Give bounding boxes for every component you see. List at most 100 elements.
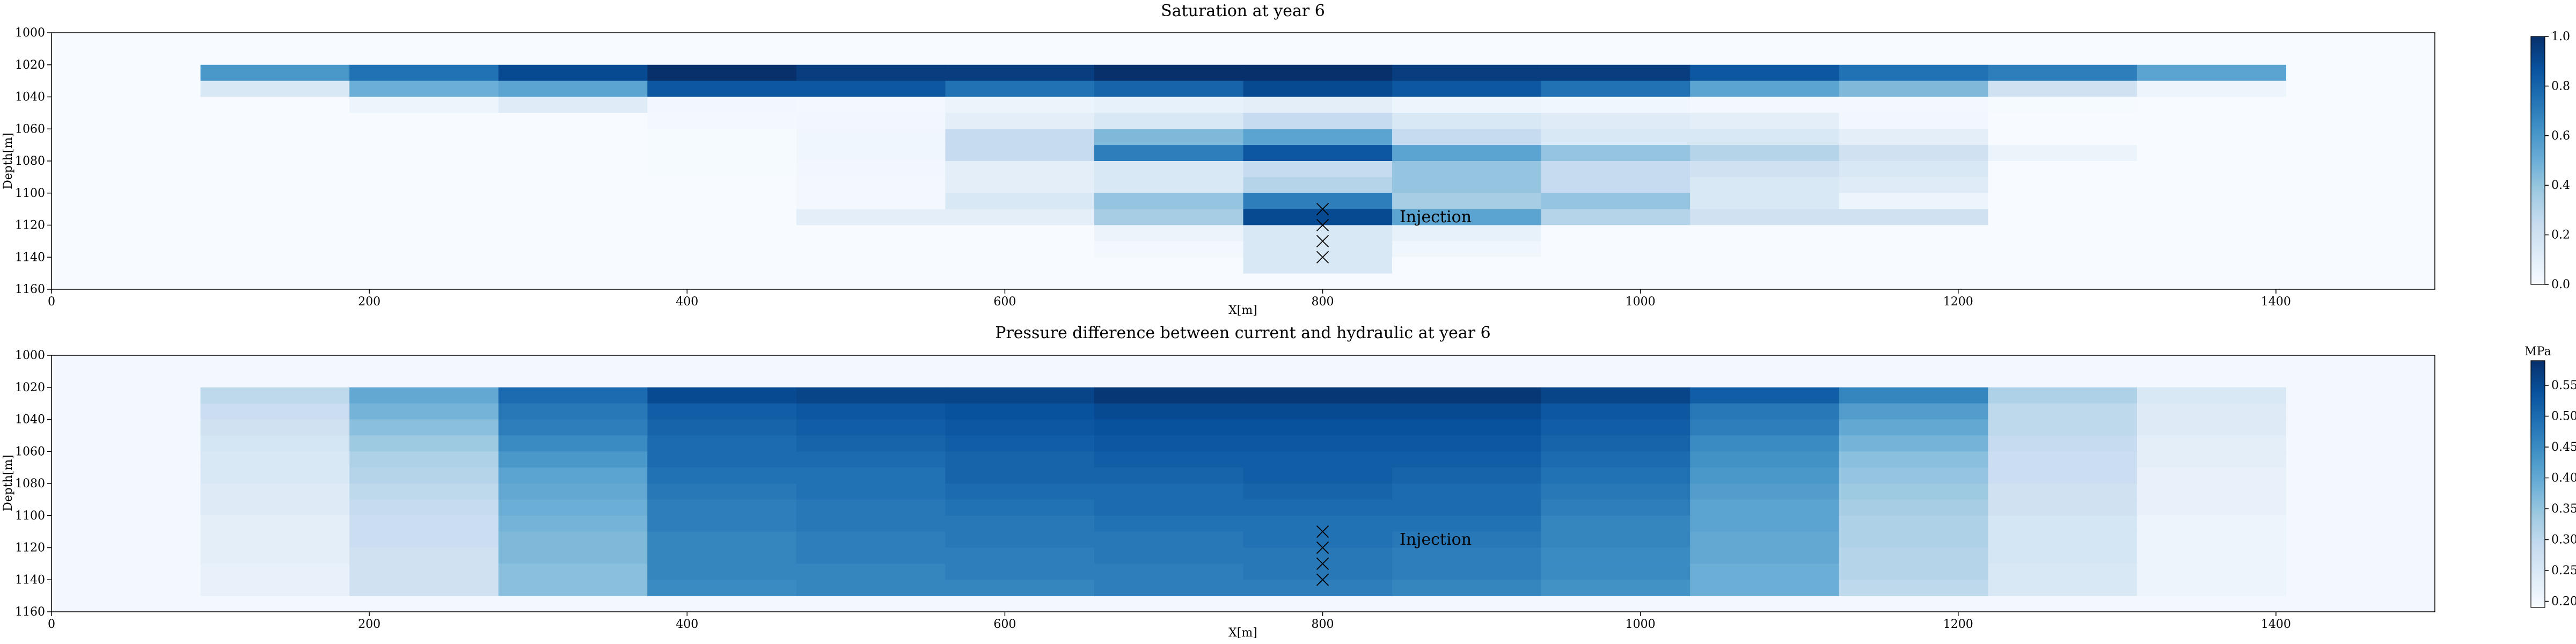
pressure-cell-r10-c11 [1839, 547, 1988, 564]
pressure-cell-r2-c11 [1839, 419, 1988, 436]
pressure-y-tick-label-0: 1000 [15, 349, 45, 362]
pressure-cell-r5-c12 [1988, 467, 2138, 484]
pressure-cell-r4-c3 [647, 451, 797, 468]
pressure-injection-marker-0 [1316, 525, 1329, 538]
saturation-plot: Injection [51, 32, 2435, 290]
pressure-cell-r2-c5 [945, 419, 1095, 436]
saturation-cell-r4-c6 [1094, 129, 1244, 145]
saturation-cell-r4-c4 [796, 129, 946, 145]
pressure-colorbar-tick-label-6: 0.50 [2551, 410, 2576, 423]
saturation-cell-r10-c9 [1541, 225, 1690, 241]
pressure-cell-r10-c0 [200, 547, 350, 564]
pressure-cell-r6-c5 [945, 484, 1095, 500]
pressure-cell-r2-c10 [1690, 419, 1840, 436]
saturation-cell-r2-c6 [1094, 97, 1244, 113]
saturation-cell-r9-c13 [2136, 209, 2287, 226]
saturation-cell-r3-c3 [647, 113, 797, 129]
pressure-cell-r6-c0 [200, 484, 350, 500]
saturation-cell-r12-c12 [1988, 257, 2138, 274]
pressure-cell-r4-c1 [349, 451, 499, 468]
pressure-colorbar-gradient [2530, 360, 2545, 608]
saturation-cell-r0-c8 [1392, 64, 1542, 82]
saturation-cell-r0-c9 [1541, 64, 1690, 82]
saturation-cell-r3-c6 [1094, 113, 1244, 129]
pressure-cell-r8-c13 [2136, 515, 2287, 532]
saturation-cell-r5-c1 [349, 145, 499, 162]
pressure-cell-r11-c4 [796, 564, 946, 580]
pressure-cell-r5-c2 [498, 467, 648, 484]
pressure-cell-r8-c1 [349, 515, 499, 532]
saturation-cell-r8-c6 [1094, 193, 1244, 210]
pressure-cell-r10-c3 [647, 547, 797, 564]
saturation-cell-r11-c11 [1839, 241, 1988, 258]
pressure-injection-markers [1316, 525, 1329, 586]
pressure-cell-r6-c8 [1392, 484, 1542, 500]
pressure-cell-r0-c6 [1094, 387, 1244, 404]
pressure-colorbar-unit: MPa [2524, 345, 2551, 358]
saturation-cell-r9-c10 [1690, 209, 1840, 226]
saturation-cell-r1-c13 [2136, 80, 2287, 98]
saturation-cell-r5-c7 [1243, 145, 1393, 162]
saturation-cell-r9-c7 [1243, 209, 1393, 226]
saturation-cell-r6-c2 [498, 161, 648, 178]
pressure-cell-r7-c5 [945, 499, 1095, 516]
saturation-colorbar-tick-label-5: 1.0 [2551, 30, 2570, 43]
saturation-cell-r3-c9 [1541, 113, 1690, 129]
pressure-cell-r8-c11 [1839, 515, 1988, 532]
saturation-cell-r2-c5 [945, 97, 1095, 113]
pressure-cell-r0-c1 [349, 387, 499, 404]
saturation-cell-r12-c10 [1690, 257, 1840, 274]
pressure-cell-r0-c10 [1690, 387, 1840, 404]
pressure-cell-r10-c8 [1392, 547, 1542, 564]
saturation-cell-r0-c10 [1690, 64, 1840, 82]
saturation-cell-r5-c6 [1094, 145, 1244, 162]
saturation-cell-r10-c0 [200, 225, 350, 241]
pressure-cell-r0-c7 [1243, 387, 1393, 404]
saturation-cell-r0-c7 [1243, 64, 1393, 82]
pressure-cell-r5-c3 [647, 467, 797, 484]
pressure-cell-r10-c4 [796, 547, 946, 564]
saturation-cell-r4-c7 [1243, 129, 1393, 145]
saturation-cell-r0-c13 [2136, 64, 2287, 82]
saturation-x-tick-label-5: 1000 [1626, 295, 1656, 309]
pressure-cell-r12-c7 [1243, 580, 1393, 596]
pressure-y-axis-label: Depth[m] [2, 455, 15, 511]
pressure-cell-r12-c11 [1839, 580, 1988, 596]
pressure-cell-r8-c9 [1541, 515, 1690, 532]
pressure-cell-r4-c5 [945, 451, 1095, 468]
saturation-cell-r5-c5 [945, 145, 1095, 162]
pressure-cell-r0-c4 [796, 387, 946, 404]
pressure-cell-r5-c13 [2136, 467, 2287, 484]
pressure-cell-r6-c4 [796, 484, 946, 500]
pressure-cell-r3-c10 [1690, 435, 1840, 452]
saturation-cell-r4-c0 [200, 129, 350, 145]
saturation-x-tick-label-4: 800 [1312, 295, 1334, 309]
pressure-cell-r2-c9 [1541, 419, 1690, 436]
saturation-cell-r0-c4 [796, 64, 946, 82]
saturation-cell-r2-c2 [498, 97, 648, 113]
pressure-cell-r4-c13 [2136, 451, 2287, 468]
pressure-cell-r1-c0 [200, 403, 350, 420]
saturation-cell-r9-c3 [647, 209, 797, 226]
pressure-cell-r2-c0 [200, 419, 350, 436]
pressure-title: Pressure difference between current and … [995, 324, 1490, 342]
saturation-cell-r7-c1 [349, 177, 499, 194]
saturation-x-tick-label-3: 600 [993, 295, 1016, 309]
pressure-cell-r4-c0 [200, 451, 350, 468]
pressure-injection-marker-2 [1316, 557, 1329, 570]
saturation-x-ticks: 0 200 400 600 800 1000 1200 1400 [48, 289, 2291, 309]
pressure-cell-r5-c1 [349, 467, 499, 484]
saturation-injection-label: Injection [1400, 208, 1472, 226]
saturation-cell-r1-c6 [1094, 80, 1244, 98]
pressure-cell-r2-c6 [1094, 419, 1244, 436]
saturation-cell-r3-c4 [796, 113, 946, 129]
saturation-cell-r4-c2 [498, 129, 648, 145]
saturation-cell-r2-c10 [1690, 97, 1840, 113]
pressure-cell-r6-c2 [498, 484, 648, 500]
saturation-cell-r12-c5 [945, 257, 1095, 274]
saturation-cell-r0-c2 [498, 64, 648, 82]
saturation-cell-r8-c12 [1988, 193, 2138, 210]
pressure-cell-r7-c11 [1839, 499, 1988, 516]
pressure-cell-r3-c0 [200, 435, 350, 452]
saturation-cell-r11-c8 [1392, 241, 1542, 258]
